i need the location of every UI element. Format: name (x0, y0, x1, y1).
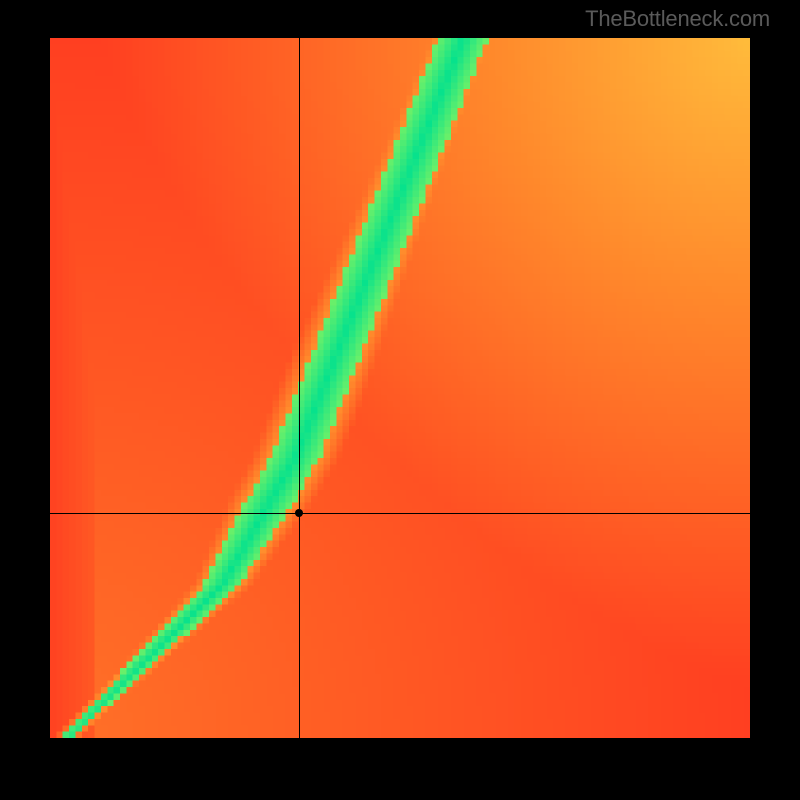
marker-dot (295, 509, 303, 517)
chart-container: TheBottleneck.com (0, 0, 800, 800)
heatmap-canvas (50, 38, 750, 738)
watermark-text: TheBottleneck.com (585, 6, 770, 32)
plot-area (50, 38, 750, 738)
crosshair-vertical (299, 38, 300, 738)
crosshair-horizontal (50, 513, 750, 514)
